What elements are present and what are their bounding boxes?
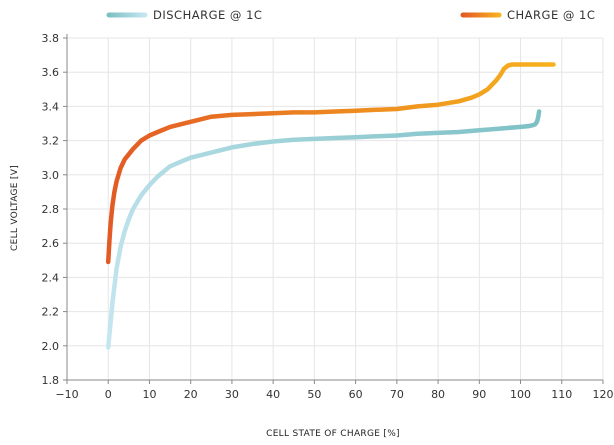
y-tick-label: 2.8 xyxy=(42,203,60,216)
y-tick-label: 3.4 xyxy=(42,100,60,113)
y-tick-label: 3.6 xyxy=(42,66,60,79)
x-axis-title: CELL STATE OF CHARGE [%] xyxy=(266,429,400,439)
x-tick-label: 90 xyxy=(472,388,486,401)
x-tick-label: 30 xyxy=(225,388,239,401)
series-lines xyxy=(108,65,553,348)
legend: DISCHARGE @ 1C CHARGE @ 1C xyxy=(109,8,595,22)
x-tick-label: 110 xyxy=(551,388,572,401)
grid-lines xyxy=(67,38,603,380)
x-tick-label: 10 xyxy=(142,388,156,401)
y-tick-label: 3.2 xyxy=(42,135,60,148)
legend-item-discharge: DISCHARGE @ 1C xyxy=(109,8,262,22)
y-tick-label: 2.4 xyxy=(42,271,60,284)
y-tick-label: 2.6 xyxy=(42,237,60,250)
x-tick-label: 60 xyxy=(349,388,363,401)
legend-item-charge: CHARGE @ 1C xyxy=(463,8,595,22)
legend-label: CHARGE @ 1C xyxy=(507,8,595,22)
y-tick-label: 1.8 xyxy=(42,374,60,387)
y-tick-label: 2.0 xyxy=(42,340,60,353)
x-tick-label: 80 xyxy=(431,388,445,401)
x-tick-label: −10 xyxy=(55,388,78,401)
x-tick-label: 50 xyxy=(307,388,321,401)
x-tick-label: 70 xyxy=(390,388,404,401)
legend-label: DISCHARGE @ 1C xyxy=(153,8,262,22)
y-tick-label: 2.2 xyxy=(42,306,60,319)
y-tick-label: 3.0 xyxy=(42,169,60,182)
x-tick-label: 40 xyxy=(266,388,280,401)
y-axis-title: CELL VOLTAGE [V] xyxy=(10,165,20,251)
y-tick-label: 3.8 xyxy=(42,32,60,45)
x-tick-label: 120 xyxy=(593,388,614,401)
x-tick-label: 20 xyxy=(184,388,198,401)
x-tick-label: 100 xyxy=(510,388,531,401)
x-tick-label: 0 xyxy=(105,388,112,401)
